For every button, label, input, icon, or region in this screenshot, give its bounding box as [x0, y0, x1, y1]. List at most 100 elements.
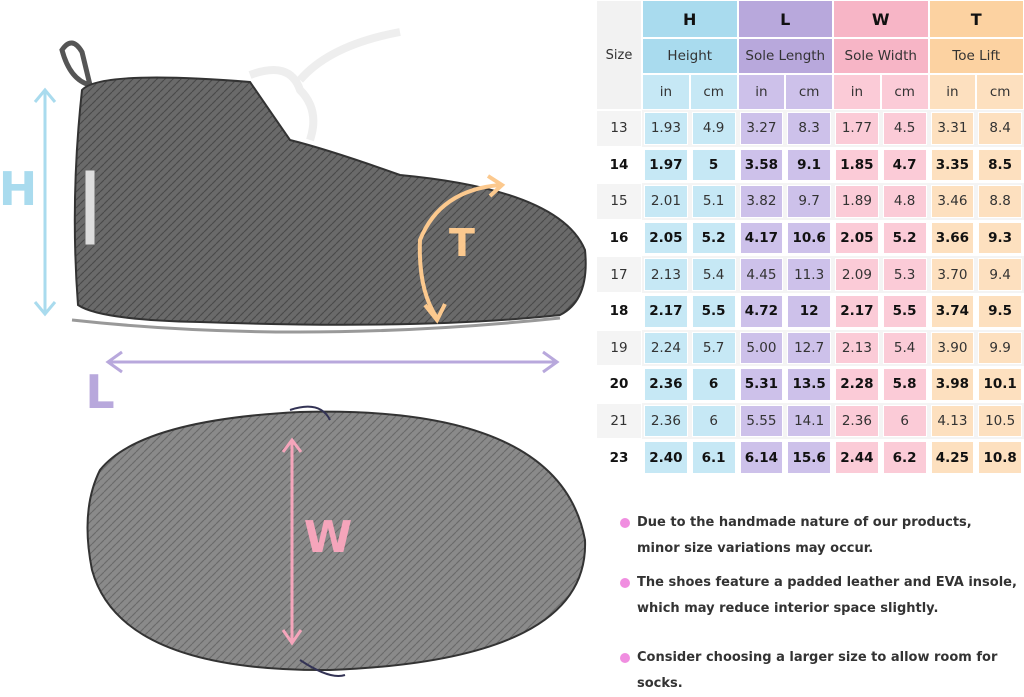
value-cell: 6	[692, 405, 736, 438]
group-letter: H	[642, 0, 738, 38]
illustration: H L T W	[0, 0, 596, 682]
value-cell: 6	[692, 368, 736, 401]
size-cell: 17	[596, 256, 642, 293]
size-cell: 23	[596, 439, 642, 476]
value-cell: 2.13	[835, 332, 879, 365]
value-cell: 2.17	[835, 295, 879, 328]
value-cell: 10.8	[978, 441, 1022, 474]
value-cell: 2.44	[835, 441, 879, 474]
group-letter: W	[833, 0, 929, 38]
value-cell: 9.5	[978, 295, 1022, 328]
value-cell: 5.4	[692, 258, 736, 291]
value-cell: 2.36	[644, 405, 688, 438]
value-cell: 9.1	[787, 149, 831, 182]
size-cell: 14	[596, 147, 642, 184]
value-cell: 4.45	[740, 258, 784, 291]
width-label: W	[304, 512, 353, 563]
group-name: Toe Lift	[929, 38, 1024, 74]
value-cell: 3.82	[740, 185, 784, 218]
value-cell: 10.1	[978, 368, 1022, 401]
unit-header: cm	[690, 74, 738, 110]
group-letter: L	[738, 0, 834, 38]
unit-header: cm	[976, 74, 1024, 110]
value-cell: 9.4	[978, 258, 1022, 291]
value-cell: 5.3	[883, 258, 927, 291]
bullet	[620, 578, 630, 588]
value-cell: 4.8	[883, 185, 927, 218]
value-cell: 2.17	[644, 295, 688, 328]
value-cell: 3.46	[931, 185, 975, 218]
value-cell: 13.5	[787, 368, 831, 401]
value-cell: 3.98	[931, 368, 975, 401]
value-cell: 4.7	[883, 149, 927, 182]
value-cell: 1.77	[835, 112, 879, 145]
value-cell: 1.97	[644, 149, 688, 182]
value-cell: 4.72	[740, 295, 784, 328]
value-cell: 2.40	[644, 441, 688, 474]
group-name: Height	[642, 38, 738, 74]
value-cell: 11.3	[787, 258, 831, 291]
size-header: Size	[596, 0, 642, 110]
unit-header: in	[642, 74, 690, 110]
value-cell: 8.8	[978, 185, 1022, 218]
value-cell: 12.7	[787, 332, 831, 365]
value-cell: 2.01	[644, 185, 688, 218]
value-cell: 2.09	[835, 258, 879, 291]
value-cell: 1.89	[835, 185, 879, 218]
value-cell: 3.90	[931, 332, 975, 365]
size-cell: 19	[596, 330, 642, 367]
unit-header: in	[929, 74, 977, 110]
value-cell: 4.13	[931, 405, 975, 438]
value-cell: 9.9	[978, 332, 1022, 365]
value-cell: 5.5	[692, 295, 736, 328]
pull-tab	[62, 43, 90, 85]
group-letter: T	[929, 0, 1024, 38]
value-cell: 3.27	[740, 112, 784, 145]
bullet	[620, 653, 630, 663]
value-cell: 3.66	[931, 222, 975, 255]
value-cell: 3.31	[931, 112, 975, 145]
unit-header: in	[738, 74, 786, 110]
size-cell: 16	[596, 220, 642, 257]
value-cell: 5.4	[883, 332, 927, 365]
value-cell: 3.58	[740, 149, 784, 182]
value-cell: 6	[883, 405, 927, 438]
value-cell: 1.85	[835, 149, 879, 182]
value-cell: 5.2	[692, 222, 736, 255]
value-cell: 8.4	[978, 112, 1022, 145]
length-label: L	[85, 365, 114, 419]
size-cell: 20	[596, 366, 642, 403]
value-cell: 8.5	[978, 149, 1022, 182]
value-cell: 4.9	[692, 112, 736, 145]
value-cell: 9.3	[978, 222, 1022, 255]
size-cell: 21	[596, 403, 642, 440]
value-cell: 5.7	[692, 332, 736, 365]
value-cell: 8.3	[787, 112, 831, 145]
note-line: minor size variations may occur.	[637, 536, 873, 562]
height-label: H	[0, 162, 37, 216]
value-cell: 2.36	[644, 368, 688, 401]
value-cell: 5	[692, 149, 736, 182]
value-cell: 5.1	[692, 185, 736, 218]
toe-label: T	[449, 221, 475, 265]
value-cell: 6.1	[692, 441, 736, 474]
value-cell: 2.05	[835, 222, 879, 255]
shoe-side	[75, 78, 586, 325]
bullet	[620, 518, 630, 528]
value-cell: 14.1	[787, 405, 831, 438]
note-line: Due to the handmade nature of our produc…	[637, 510, 972, 536]
value-cell: 5.00	[740, 332, 784, 365]
value-cell: 10.5	[978, 405, 1022, 438]
tag	[85, 170, 95, 245]
value-cell: 5.8	[883, 368, 927, 401]
note-line: which may reduce interior space slightly…	[637, 596, 938, 622]
value-cell: 2.28	[835, 368, 879, 401]
size-cell: 13	[596, 110, 642, 147]
note-line: Consider choosing a larger size to allow…	[637, 645, 1024, 697]
unit-header: cm	[785, 74, 833, 110]
value-cell: 2.36	[835, 405, 879, 438]
value-cell: 1.93	[644, 112, 688, 145]
value-cell: 5.31	[740, 368, 784, 401]
value-cell: 9.7	[787, 185, 831, 218]
value-cell: 3.70	[931, 258, 975, 291]
